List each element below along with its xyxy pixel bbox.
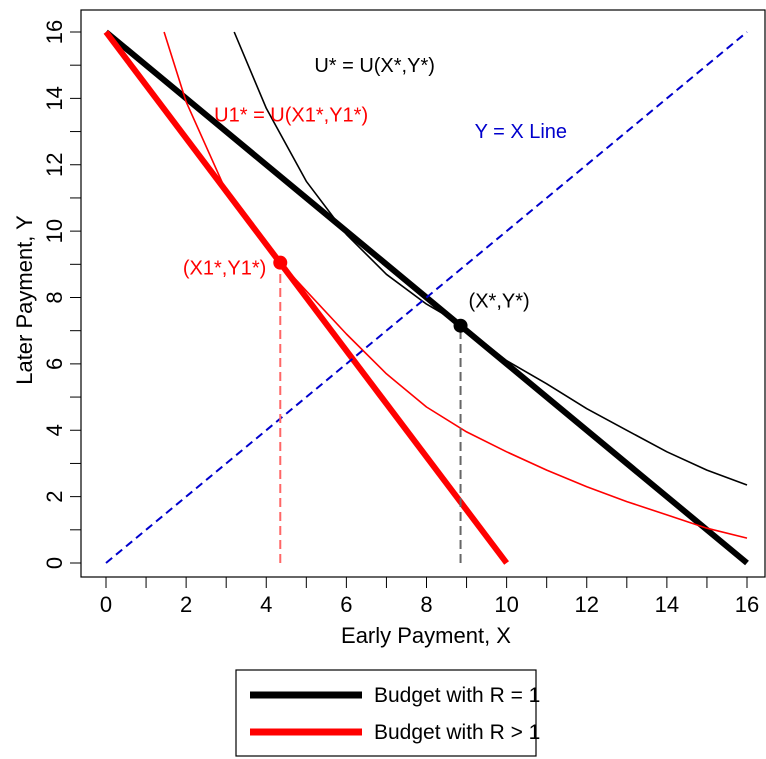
x-tick-label: 8 <box>420 592 432 617</box>
y-tick-label: 10 <box>42 219 67 243</box>
y-tick-label: 0 <box>42 557 67 569</box>
x-tick-label: 14 <box>655 592 679 617</box>
annotation-label: U* = U(X*,Y*) <box>314 55 435 77</box>
series-line-2 <box>233 31 748 486</box>
equilibrium-point <box>453 318 468 333</box>
y-tick-label: 4 <box>42 424 67 436</box>
series-line-1 <box>103 30 509 565</box>
annotation-label: Y = X Line <box>475 121 567 143</box>
x-tick-label: 10 <box>494 592 518 617</box>
legend-label: Budget with R = 1 <box>374 684 540 707</box>
point-label: (X1*,Y1*) <box>183 258 266 280</box>
annotation-label: U1* = U(X1*,Y1*) <box>214 105 368 127</box>
y-tick-label: 6 <box>42 358 67 370</box>
x-axis-label: Early Payment, X <box>341 623 511 648</box>
y-tick-label: 16 <box>42 20 67 44</box>
y-axis-label: Later Payment, Y <box>12 215 37 385</box>
point-label: (X*,Y*) <box>469 291 530 313</box>
y-tick-label: 12 <box>42 153 67 177</box>
x-tick-label: 12 <box>575 592 599 617</box>
y-tick-label: 8 <box>42 291 67 303</box>
x-tick-label: 6 <box>340 592 352 617</box>
legend-box <box>235 669 537 757</box>
x-tick-label: 2 <box>180 592 192 617</box>
series-line-3 <box>163 31 748 539</box>
x-tick-label: 0 <box>100 592 112 617</box>
legend-label: Budget with R > 1 <box>374 721 540 744</box>
y-tick-label: 2 <box>42 491 67 503</box>
equilibrium-point <box>273 255 288 270</box>
series-line-4 <box>105 31 748 564</box>
x-tick-label: 16 <box>735 592 759 617</box>
y-tick-label: 14 <box>42 86 67 110</box>
x-tick-label: 4 <box>260 592 272 617</box>
